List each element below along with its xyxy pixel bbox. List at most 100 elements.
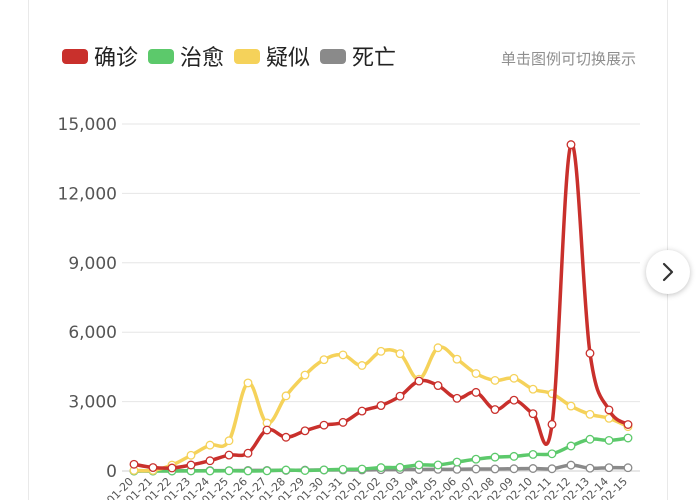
data-point-confirmed xyxy=(338,417,348,427)
next-chart-button[interactable] xyxy=(646,250,690,294)
y-tick-label: 9,000 xyxy=(68,254,117,274)
data-point-confirmed xyxy=(205,456,215,466)
data-point-recovered xyxy=(262,466,272,476)
data-point-recovered xyxy=(414,460,424,470)
data-point-recovered xyxy=(566,441,576,451)
data-point-suspected xyxy=(243,378,253,388)
data-point-suspected xyxy=(224,436,234,446)
data-point-suspected xyxy=(471,369,481,378)
legend-item-deaths[interactable]: 死亡 xyxy=(320,40,396,72)
data-point-confirmed xyxy=(224,450,234,460)
y-tick-label: 15,000 xyxy=(58,115,117,135)
data-point-confirmed xyxy=(623,420,633,429)
y-tick-label: 0 xyxy=(106,462,117,482)
legend-swatch-suspected xyxy=(234,48,261,64)
data-point-confirmed xyxy=(490,405,500,415)
legend-swatch-confirmed xyxy=(62,48,88,64)
data-point-confirmed xyxy=(604,405,614,415)
chevron-right-icon xyxy=(662,262,674,282)
legend-label-recovered: 治愈 xyxy=(180,46,225,71)
legend-label-confirmed: 确诊 xyxy=(94,46,139,71)
data-point-confirmed xyxy=(148,463,158,473)
legend-toggle-hint: 单击图例可切换展示 xyxy=(500,50,636,68)
data-point-suspected xyxy=(528,384,538,394)
data-point-recovered xyxy=(528,449,538,459)
data-point-recovered xyxy=(585,434,595,444)
data-point-confirmed xyxy=(414,376,424,386)
data-point-confirmed xyxy=(376,401,386,411)
data-point-suspected xyxy=(490,375,500,385)
data-point-recovered xyxy=(395,462,405,472)
legend-label-deaths: 死亡 xyxy=(352,46,397,71)
data-point-recovered xyxy=(205,466,215,476)
data-point-confirmed xyxy=(167,463,177,473)
data-point-recovered xyxy=(224,466,234,476)
data-point-recovered xyxy=(376,463,386,473)
data-point-suspected xyxy=(300,370,310,380)
data-point-suspected xyxy=(281,391,291,401)
data-point-suspected xyxy=(357,361,367,370)
data-point-recovered xyxy=(547,449,557,459)
y-tick-label: 12,000 xyxy=(58,184,117,204)
legend-item-recovered[interactable]: 治愈 xyxy=(148,40,224,72)
data-point-confirmed xyxy=(129,459,139,469)
data-point-suspected xyxy=(395,349,405,359)
data-point-recovered xyxy=(471,454,481,464)
data-point-confirmed xyxy=(395,391,405,401)
data-point-deaths xyxy=(547,464,557,474)
data-point-recovered xyxy=(300,466,310,475)
data-point-recovered xyxy=(623,433,633,443)
legend-swatch-recovered xyxy=(148,48,175,64)
data-point-confirmed xyxy=(585,348,595,358)
data-point-deaths xyxy=(623,463,633,473)
data-point-confirmed xyxy=(528,409,538,419)
legend-label-suspected: 疑似 xyxy=(266,46,311,71)
data-point-confirmed xyxy=(433,381,443,390)
y-tick-label: 3,000 xyxy=(68,393,117,413)
data-point-confirmed xyxy=(281,432,291,442)
data-point-recovered xyxy=(452,457,462,467)
data-point-recovered xyxy=(281,465,291,475)
data-point-recovered xyxy=(490,452,500,462)
data-point-confirmed xyxy=(357,406,367,416)
data-point-suspected xyxy=(376,346,386,356)
data-point-deaths xyxy=(566,460,576,470)
data-point-recovered xyxy=(319,465,329,475)
legend-item-suspected[interactable]: 疑似 xyxy=(234,40,310,72)
data-point-suspected xyxy=(319,355,329,365)
data-point-suspected xyxy=(566,401,576,411)
data-point-confirmed xyxy=(471,387,481,397)
data-point-recovered xyxy=(338,464,348,474)
legend-swatch-deaths xyxy=(320,48,347,64)
chart-legend: 确诊 治愈 疑似 死亡 xyxy=(62,40,406,72)
data-point-deaths xyxy=(509,464,519,474)
data-point-suspected xyxy=(604,413,614,423)
legend-item-confirmed[interactable]: 确诊 xyxy=(62,40,138,72)
data-point-recovered xyxy=(509,451,519,461)
data-point-suspected xyxy=(433,343,443,353)
data-point-deaths xyxy=(528,464,538,473)
data-point-suspected xyxy=(585,409,595,419)
data-point-suspected xyxy=(186,450,196,460)
data-point-deaths xyxy=(452,464,462,474)
data-point-confirmed xyxy=(300,426,310,436)
data-point-suspected xyxy=(509,373,519,383)
data-point-confirmed xyxy=(509,395,519,405)
data-point-recovered xyxy=(433,460,443,470)
data-point-recovered xyxy=(357,464,367,474)
data-point-confirmed xyxy=(262,425,272,435)
data-point-suspected xyxy=(205,440,215,450)
data-point-confirmed xyxy=(186,460,196,470)
data-point-deaths xyxy=(490,464,500,474)
data-point-confirmed xyxy=(243,448,253,458)
data-point-confirmed xyxy=(566,140,576,150)
data-point-confirmed xyxy=(319,420,329,430)
data-point-recovered xyxy=(243,466,253,476)
series-line-confirmed xyxy=(132,142,630,470)
y-tick-label: 6,000 xyxy=(68,323,117,343)
data-point-deaths xyxy=(471,464,481,474)
card-border-left xyxy=(28,0,29,500)
data-point-deaths xyxy=(604,463,614,473)
data-point-confirmed xyxy=(547,419,557,429)
